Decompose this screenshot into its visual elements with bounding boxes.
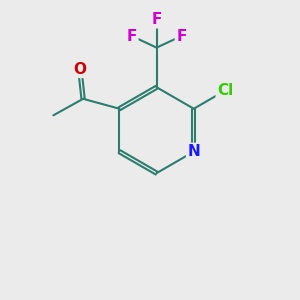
Text: F: F	[152, 12, 162, 27]
Text: F: F	[176, 28, 187, 44]
Text: N: N	[188, 144, 200, 159]
Text: O: O	[73, 61, 86, 76]
Text: F: F	[127, 28, 137, 44]
Text: Cl: Cl	[217, 83, 233, 98]
